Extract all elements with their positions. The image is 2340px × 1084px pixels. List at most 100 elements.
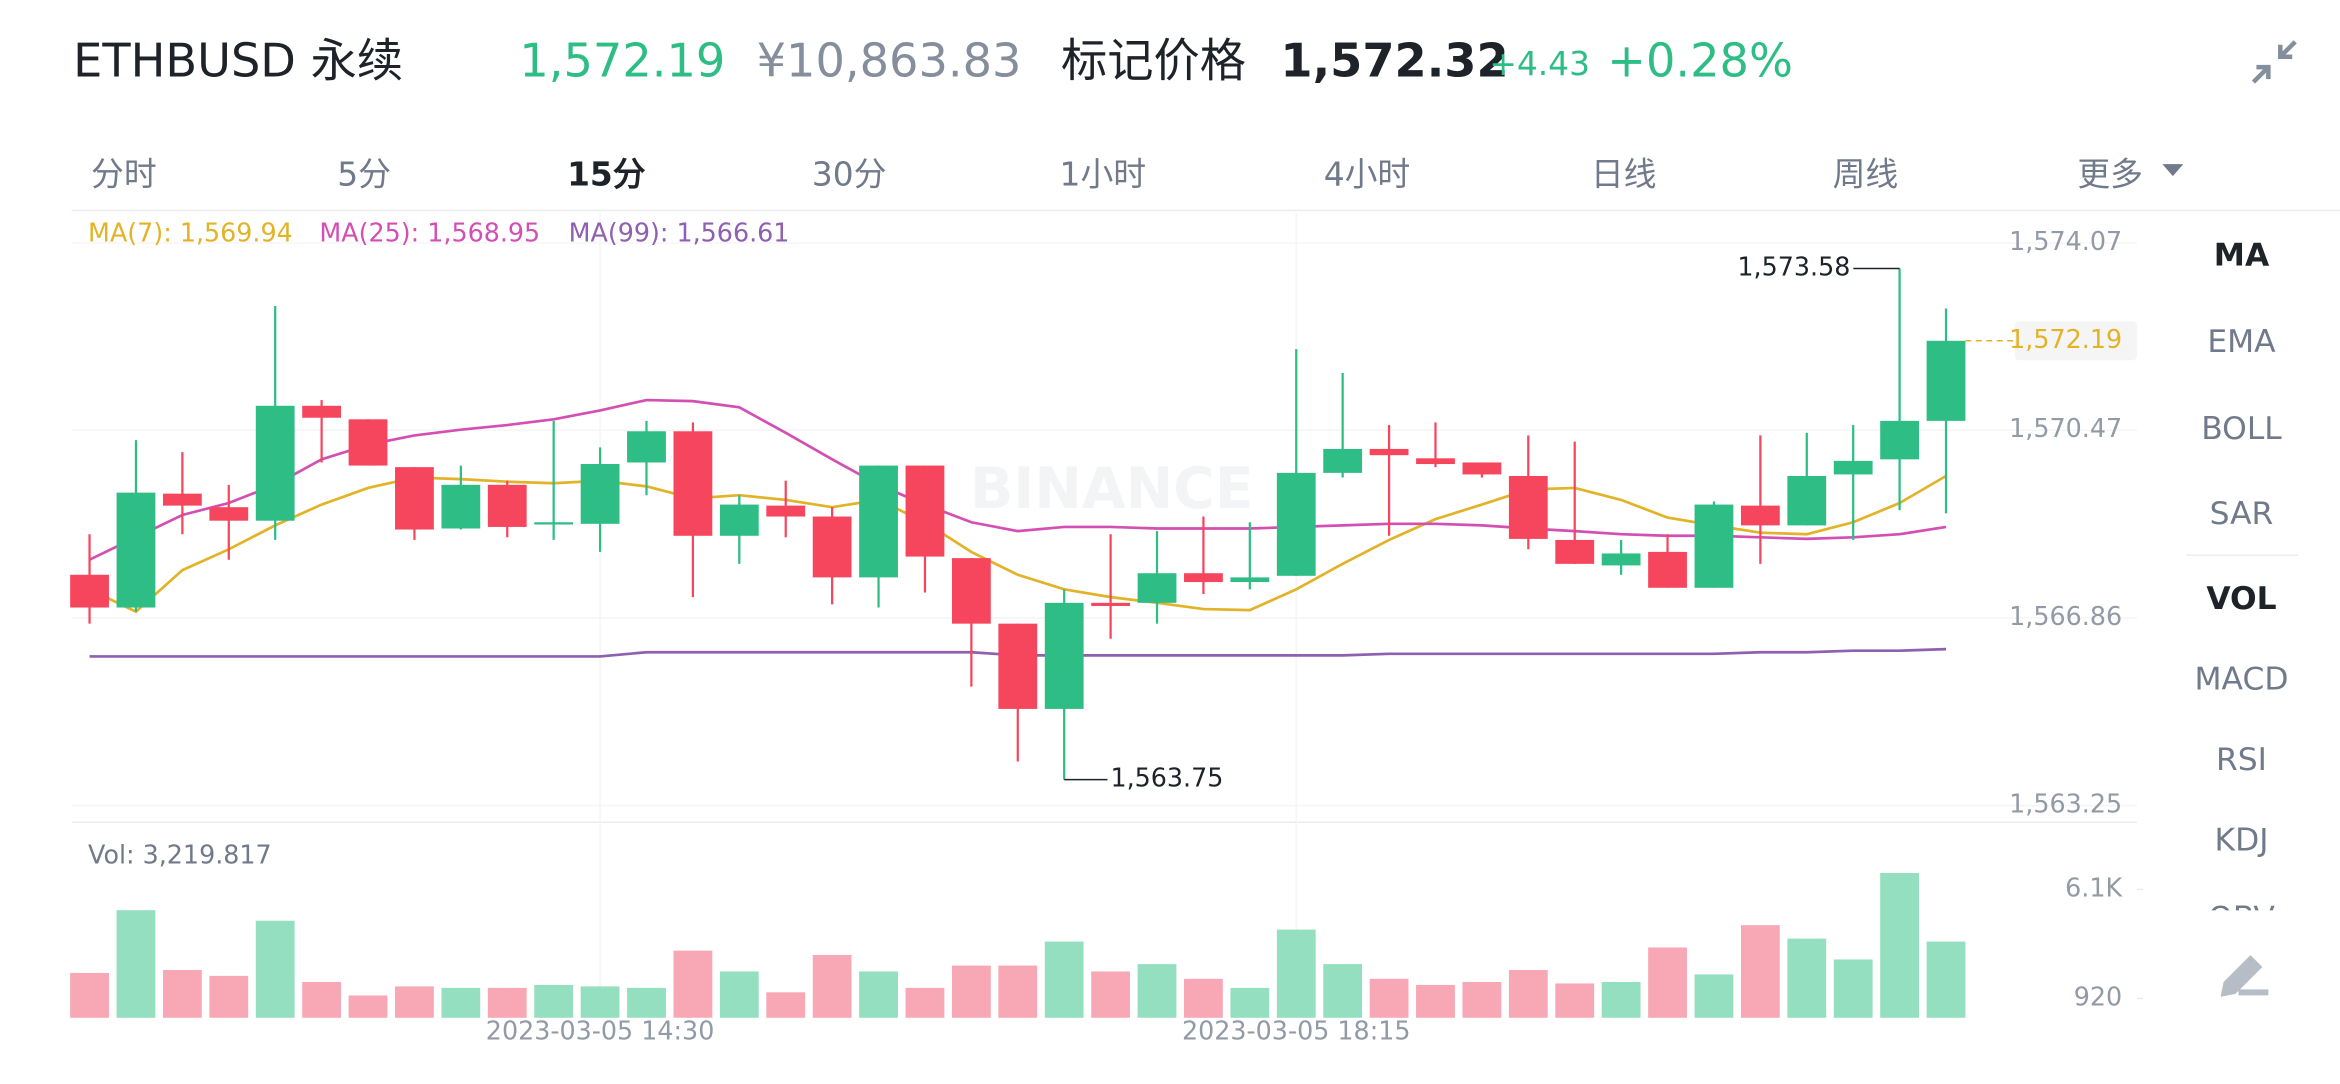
volume-bar [1694, 974, 1734, 1018]
change-pct: +0.28% [1607, 34, 1793, 88]
volume-bar [209, 975, 249, 1018]
indicator-tab[interactable]: SAR [2210, 496, 2274, 532]
volume-bar [1555, 983, 1595, 1018]
candle-body [1276, 472, 1316, 576]
volume-bar [1648, 947, 1687, 1018]
timeframe-tab[interactable]: 4小时 [1324, 156, 1411, 194]
cny-price: ¥10,863.83 [757, 34, 1022, 88]
candle-body [348, 419, 388, 466]
price-tick-label: 1,574.07 [2009, 226, 2122, 256]
candle-body [395, 467, 434, 530]
timeframe-tab[interactable]: 更多 [2077, 156, 2143, 194]
mark-price: 1,572.32 [1280, 34, 1508, 88]
candle-body [441, 484, 481, 529]
volume-bar [70, 972, 109, 1018]
symbol: ETHBUSD 永续 [73, 34, 403, 88]
volume-bar [905, 987, 945, 1018]
volume-bar [673, 950, 713, 1018]
candle-body [1137, 573, 1177, 603]
candle-body [1508, 475, 1548, 539]
ma-line [88, 398, 1947, 561]
indicator-list: MA EMA BOLL SAR VOL MACD RSI KDJ OBV [2195, 238, 2289, 936]
volume-bar [1276, 929, 1316, 1018]
candle-body [487, 484, 527, 527]
indicator-tab[interactable]: RSI [2216, 742, 2267, 778]
timeframe-tab[interactable]: 1小时 [1060, 156, 1147, 194]
dropdown-arrow[interactable] [2162, 164, 2184, 177]
candle-body [1833, 460, 1873, 475]
candle-body [1416, 458, 1455, 465]
candle-body [116, 492, 156, 608]
ma-legend: MA(7): 1,569.94 [88, 217, 293, 247]
candle-body [580, 464, 620, 524]
volume-bar [1926, 941, 1966, 1018]
volume-tick-label: 6.1K [2065, 872, 2123, 902]
candle-body [951, 558, 991, 624]
price-tag: 1,572.19 [2009, 324, 2122, 354]
candle-body [905, 465, 945, 557]
candle-body [1323, 448, 1363, 473]
timeframe-tab[interactable]: 5分 [337, 156, 391, 194]
volume-bar [487, 987, 527, 1018]
candle-body [1740, 505, 1780, 526]
volume-bar [1230, 987, 1270, 1018]
high-label: 1,573.58 [1737, 252, 1850, 282]
volume-bar [534, 984, 574, 1018]
candle-body [859, 465, 898, 578]
volume-bar [395, 986, 434, 1018]
volume-bar [116, 910, 156, 1018]
volume-bar [1323, 964, 1363, 1018]
edit-icon[interactable] [2220, 955, 2269, 997]
time-label: 2023-03-05 18:15 [1182, 1016, 1411, 1046]
volume-bar [998, 965, 1038, 1018]
volume-bar [1787, 938, 1827, 1018]
collapse-icon[interactable] [2251, 40, 2297, 84]
price-tag-bg [2014, 321, 2138, 361]
indicator-tab[interactable]: OBV [2208, 900, 2275, 936]
timeframe-tab[interactable]: 分时 [91, 156, 157, 194]
candle-body [255, 405, 295, 521]
indicator-tab[interactable]: EMA [2207, 324, 2276, 360]
ma-legend: MA(25): 1,568.95 [319, 217, 540, 247]
timeframe-tab[interactable]: 30分 [812, 156, 887, 194]
volume-bar [302, 981, 342, 1018]
volume-bar [627, 987, 666, 1018]
ma-legend: MA(99): 1,566.61 [569, 217, 790, 247]
volume-label: Vol: 3,219.817 [88, 840, 272, 870]
candle-body [627, 431, 666, 463]
low-label: 1,563.75 [1110, 763, 1223, 793]
volume-bar [859, 971, 898, 1018]
volume-tick-label: 920 [2074, 981, 2122, 1011]
candle-body [812, 516, 852, 578]
indicator-tab[interactable]: MA [2214, 238, 2270, 274]
candle-body [1462, 462, 1502, 475]
volume-bar [1137, 964, 1177, 1018]
timeframe-tab[interactable]: 15分 [567, 156, 646, 194]
indicator-tab[interactable]: KDJ [2215, 823, 2269, 859]
volume-bar [812, 955, 852, 1018]
volume-bar [951, 965, 991, 1018]
indicator-tab[interactable]: VOL [2206, 581, 2276, 617]
volume-bar [1369, 978, 1409, 1018]
volume-bar [348, 995, 388, 1018]
candle-body [766, 505, 806, 517]
timeframe-tab[interactable]: 周线 [1833, 156, 1899, 194]
indicator-tab[interactable]: MACD [2195, 662, 2289, 698]
indicator-tab[interactable]: BOLL [2201, 411, 2282, 447]
volume-bar [1184, 978, 1223, 1018]
candle-body [1694, 504, 1734, 588]
time-label: 2023-03-05 14:30 [486, 1016, 715, 1046]
change: +4.43 [1489, 45, 1590, 83]
volume-bar [580, 986, 620, 1018]
candle-body [1880, 420, 1920, 460]
volume-bar [1601, 981, 1641, 1018]
candle-body [302, 405, 342, 418]
candle-body [1044, 602, 1084, 709]
timeframe-tab[interactable]: 日线 [1591, 156, 1657, 194]
candle-body [162, 493, 202, 506]
volume-bar [441, 987, 481, 1018]
candle-body [209, 507, 249, 521]
candle-body [1091, 602, 1131, 606]
